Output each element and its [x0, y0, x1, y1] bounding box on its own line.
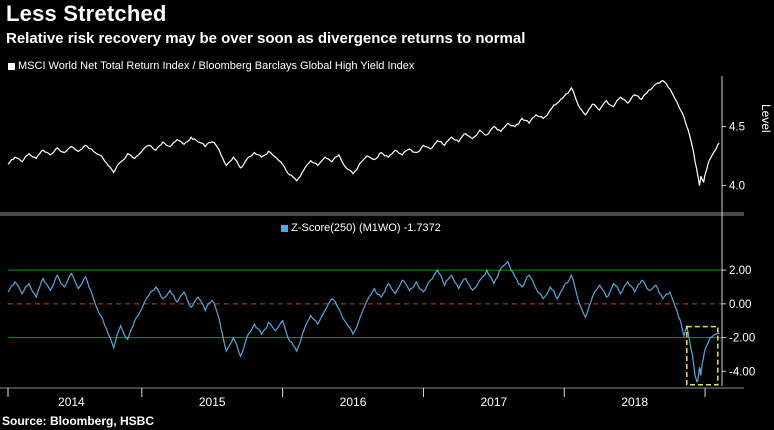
- y-axis-tick-label: 4.0: [729, 180, 745, 192]
- y-axis-tick-label: -2.00: [729, 333, 755, 345]
- chart-title: Less Stretched: [6, 1, 167, 26]
- legend-swatch-zscore: [281, 224, 289, 232]
- x-axis-label: 2018: [621, 395, 648, 409]
- ratio-series-line: [7, 80, 720, 186]
- legend-label-ratio: MSCI World Net Total Return Index / Bloo…: [18, 60, 415, 72]
- x-axis-label: 2016: [340, 395, 367, 409]
- x-axis-label: 2014: [58, 395, 85, 409]
- y-axis-tick-label: 4.5: [729, 122, 745, 134]
- legend-bottom: Z-Score(250) (M1WO) -1.7372: [0, 222, 722, 234]
- y-axis-tick-label: 2.00: [729, 265, 751, 277]
- x-axis-label: 2015: [199, 395, 226, 409]
- zscore-series-line: [7, 260, 720, 383]
- highlight-box: [686, 325, 719, 386]
- chart-subtitle: Relative risk recovery may be over soon …: [6, 30, 526, 47]
- legend-label-zscore: Z-Score(250) (M1WO) -1.7372: [291, 222, 441, 234]
- x-axis-label: 2017: [481, 395, 508, 409]
- legend-swatch-ratio: [8, 62, 15, 70]
- source-credit: Source: Bloomberg, HSBC: [2, 414, 155, 428]
- panel-separator: [0, 212, 744, 216]
- y-axis-title-level: Level: [759, 104, 773, 133]
- legend-top: MSCI World Net Total Return Index / Bloo…: [8, 60, 414, 72]
- y-axis-tick-label: -4.00: [729, 366, 755, 378]
- y-axis-tick-label: 0.00: [729, 299, 751, 311]
